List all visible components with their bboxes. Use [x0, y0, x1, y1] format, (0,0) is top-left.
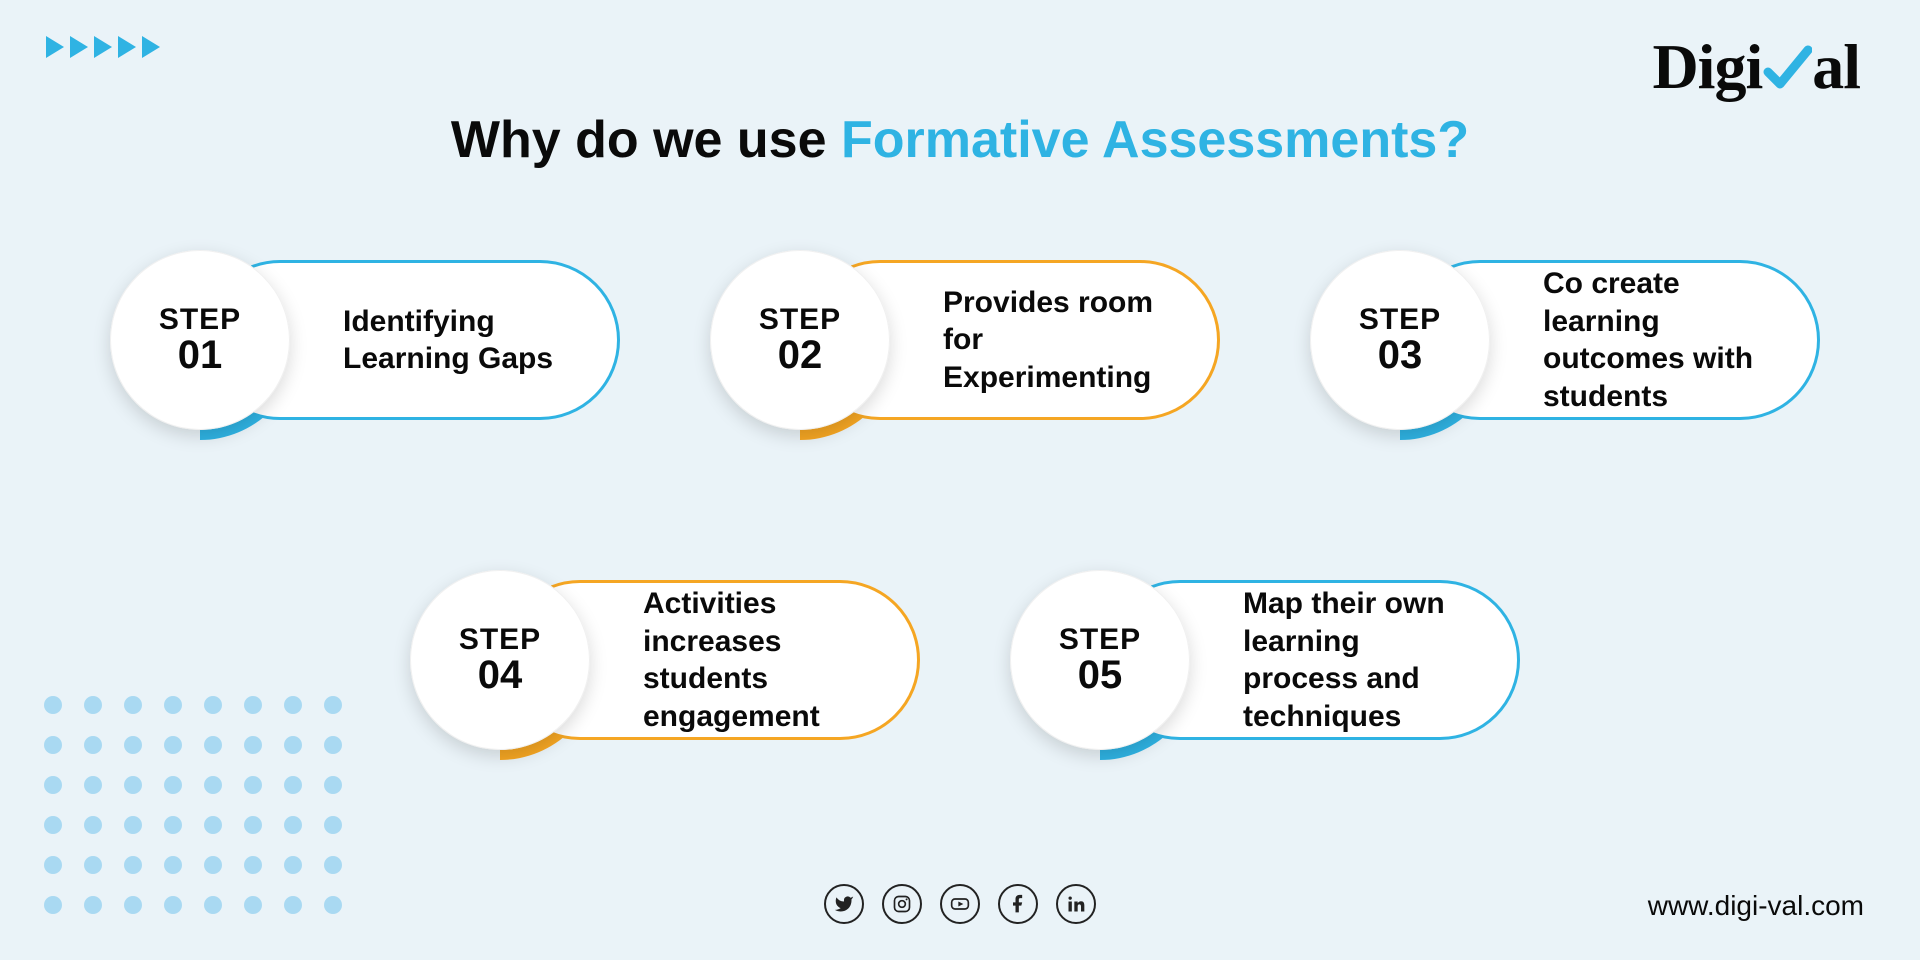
step-text: Activities increases students engagement [643, 585, 877, 735]
twitter-icon[interactable] [824, 884, 864, 924]
step-circle: STEP 03 [1310, 250, 1490, 430]
instagram-icon[interactable] [882, 884, 922, 924]
step-number: 02 [778, 333, 823, 378]
page-title: Why do we use Formative Assessments? [0, 110, 1920, 170]
triangle-icon [142, 36, 160, 58]
checkmark-icon [1762, 36, 1812, 86]
title-accent: Formative Assessments? [841, 111, 1469, 169]
step-text: Identifying Learning Gaps [343, 303, 577, 378]
step-03: Co create learning outcomes with student… [1300, 240, 1820, 440]
step-circle: STEP 04 [410, 570, 590, 750]
brand-text-left: Digi [1652, 30, 1762, 104]
step-number: 03 [1378, 333, 1423, 378]
step-text: Map their own learning process and techn… [1243, 585, 1477, 735]
triangle-icon [118, 36, 136, 58]
decor-triangles [46, 36, 160, 58]
step-circle: STEP 01 [110, 250, 290, 430]
facebook-icon[interactable] [998, 884, 1038, 924]
step-number: 04 [478, 653, 523, 698]
brand-logo: Digi al [1652, 30, 1860, 104]
social-icons [824, 884, 1096, 924]
brand-text-right: al [1812, 30, 1860, 104]
step-label: STEP [159, 303, 241, 337]
step-circle: STEP 05 [1010, 570, 1190, 750]
decor-dot-grid [44, 696, 344, 916]
triangle-icon [70, 36, 88, 58]
triangle-icon [94, 36, 112, 58]
step-number: 05 [1078, 653, 1123, 698]
website-url: www.digi-val.com [1648, 890, 1864, 922]
step-04: Activities increases students engagement… [400, 560, 920, 760]
step-label: STEP [759, 303, 841, 337]
title-prefix: Why do we use [451, 111, 841, 169]
step-circle: STEP 02 [710, 250, 890, 430]
step-label: STEP [1359, 303, 1441, 337]
step-text: Provides room for Experimenting [943, 284, 1177, 397]
step-05: Map their own learning process and techn… [1000, 560, 1520, 760]
steps-row-1: Identifying Learning Gaps STEP 01 Provid… [0, 240, 1920, 440]
step-number: 01 [178, 333, 223, 378]
step-label: STEP [459, 623, 541, 657]
triangle-icon [46, 36, 64, 58]
linkedin-icon[interactable] [1056, 884, 1096, 924]
step-01: Identifying Learning Gaps STEP 01 [100, 240, 620, 440]
step-text: Co create learning outcomes with student… [1543, 265, 1777, 415]
step-label: STEP [1059, 623, 1141, 657]
step-02: Provides room for Experimenting STEP 02 [700, 240, 1220, 440]
youtube-icon[interactable] [940, 884, 980, 924]
